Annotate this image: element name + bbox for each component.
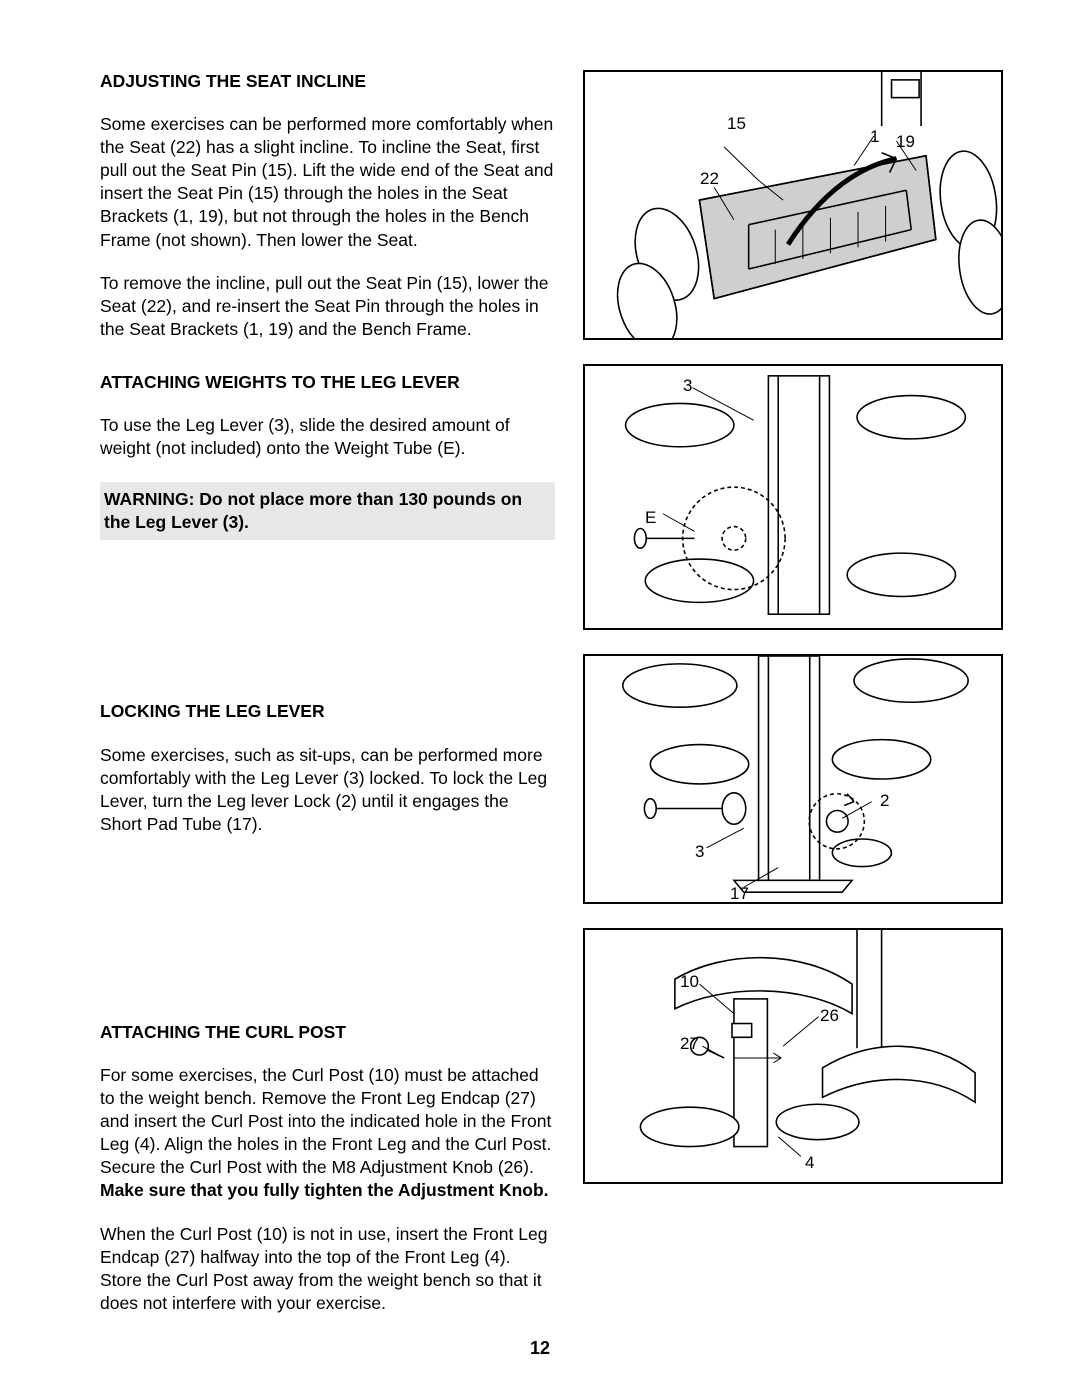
para-curl-post-1: For some exercises, the Curl Post (10) m… [100, 1064, 555, 1203]
page-number: 12 [0, 1338, 1080, 1359]
callout-27: 27 [680, 1034, 699, 1054]
callout-10: 10 [680, 972, 699, 992]
callout-26: 26 [820, 1006, 839, 1026]
heading-lock-leg: LOCKING THE LEG LEVER [100, 700, 555, 723]
diagram-lock-leg: 2 3 17 [583, 654, 1003, 904]
spacer [100, 540, 555, 700]
para-curl-post-1a: For some exercises, the Curl Post (10) m… [100, 1065, 551, 1177]
para-seat-incline-1: Some exercises can be performed more com… [100, 113, 555, 252]
diagram-column: 15 1 19 22 [583, 70, 1003, 1335]
diagram-curl-post: 10 26 27 4 [583, 928, 1003, 1184]
warning-box: WARNING: Do not place more than 130 poun… [100, 482, 555, 540]
heading-curl-post: ATTACHING THE CURL POST [100, 1021, 555, 1044]
callout-E: E [645, 508, 656, 528]
two-column-layout: ADJUSTING THE SEAT INCLINE Some exercise… [100, 70, 1010, 1335]
diagram-attach-weights: 3 E [583, 364, 1003, 630]
callout-4: 4 [805, 1153, 814, 1173]
heading-seat-incline: ADJUSTING THE SEAT INCLINE [100, 70, 555, 93]
para-curl-post-1b-bold: Make sure that you fully tighten the Adj… [100, 1180, 549, 1200]
spacer [100, 856, 555, 1021]
para-seat-incline-2: To remove the incline, pull out the Seat… [100, 272, 555, 341]
para-attach-weights-1: To use the Leg Lever (3), slide the desi… [100, 414, 555, 460]
diagram-seat-incline: 15 1 19 22 [583, 70, 1003, 340]
callout-3b: 3 [695, 842, 704, 862]
callout-3: 3 [683, 376, 692, 396]
diagram-attach-weights-svg [585, 366, 1001, 628]
callout-2: 2 [880, 791, 889, 811]
manual-page: ADJUSTING THE SEAT INCLINE Some exercise… [0, 0, 1080, 1397]
diagram-curl-post-svg [585, 930, 1001, 1182]
callout-22: 22 [700, 169, 719, 189]
callout-17: 17 [730, 884, 749, 904]
callout-1: 1 [870, 127, 879, 147]
callout-15: 15 [727, 114, 746, 134]
text-column: ADJUSTING THE SEAT INCLINE Some exercise… [100, 70, 555, 1335]
para-lock-leg-1: Some exercises, such as sit-ups, can be … [100, 744, 555, 836]
callout-19: 19 [896, 132, 915, 152]
diagram-lock-leg-svg [585, 656, 1001, 902]
para-curl-post-2: When the Curl Post (10) is not in use, i… [100, 1223, 555, 1315]
diagram-seat-incline-svg [585, 72, 1001, 338]
heading-attach-weights: ATTACHING WEIGHTS TO THE LEG LEVER [100, 371, 555, 394]
